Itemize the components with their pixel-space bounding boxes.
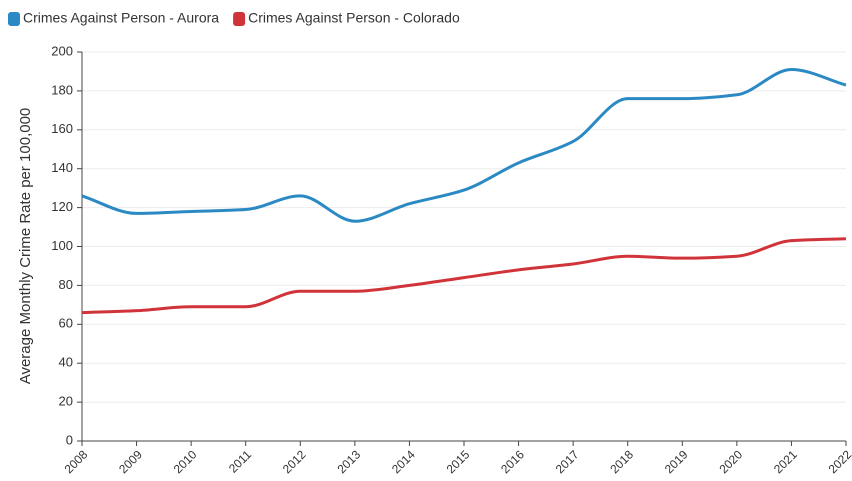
x-tick-label: 2009 (116, 447, 145, 476)
x-tick-label: 2016 (498, 447, 527, 476)
y-tick-label: 0 (66, 432, 73, 447)
x-tick-label: 2012 (280, 447, 309, 476)
y-tick-label: 180 (51, 82, 73, 97)
series-line (81, 68, 847, 223)
x-tick-label: 2013 (334, 447, 363, 476)
x-tick-label: 2019 (662, 447, 691, 476)
legend-swatch (8, 12, 20, 26)
legend-label: Crimes Against Person - Aurora (23, 10, 219, 26)
x-tick-label: 2014 (389, 447, 418, 476)
x-tick-label: 2021 (771, 447, 800, 476)
y-tick-label: 120 (51, 199, 73, 214)
y-tick-label: 160 (51, 121, 73, 136)
y-tick-label: 140 (51, 160, 73, 175)
x-tick-label: 2018 (607, 447, 636, 476)
y-tick-label: 80 (59, 277, 73, 292)
x-tick-label: 2010 (171, 447, 200, 476)
legend-swatch (233, 12, 246, 26)
legend-item: Crimes Against Person - Colorado (233, 10, 460, 26)
x-tick-label: 2008 (62, 447, 91, 476)
x-tick-label: 2011 (226, 447, 254, 475)
y-tick-label: 60 (59, 316, 73, 331)
x-tick-label: 2022 (826, 447, 852, 476)
x-tick-label: 2015 (444, 447, 473, 476)
y-axis-label: Average Monthly Crime Rate per 100,000 (17, 108, 34, 385)
y-tick-label: 100 (51, 238, 73, 253)
y-tick-label: 40 (59, 355, 73, 370)
legend-label: Crimes Against Person - Colorado (248, 10, 460, 26)
y-tick-label: 20 (59, 394, 73, 409)
x-tick-label: 2020 (716, 447, 745, 476)
series-line (81, 237, 847, 315)
y-tick-label: 200 (51, 43, 73, 58)
x-tick-label: 2017 (553, 447, 582, 476)
legend-item: Crimes Against Person - Aurora (8, 10, 219, 26)
